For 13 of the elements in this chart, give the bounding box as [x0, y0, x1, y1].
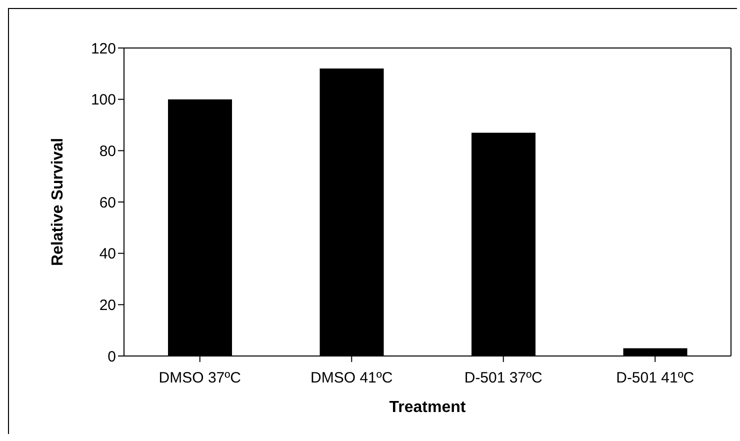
y-tick-label: 40 — [99, 246, 116, 263]
y-tick-label: 120 — [90, 40, 116, 58]
x-axis-title: Treatment — [389, 399, 466, 416]
y-tick-label: 0 — [108, 348, 116, 366]
y-tick-label: 100 — [90, 92, 116, 109]
y-tick-label: 80 — [99, 142, 116, 160]
x-tick-label: DMSO 37ºC — [158, 370, 242, 387]
y-tick-label: 20 — [99, 296, 116, 314]
y-axis-title: Relative Survival — [50, 138, 67, 266]
x-tick-label: DMSO 41ºC — [310, 370, 393, 387]
x-tick-label: D-501 41ºC — [616, 370, 694, 387]
x-tick-label: D-501 37ºC — [464, 370, 543, 387]
y-tick-label: 60 — [99, 194, 116, 212]
